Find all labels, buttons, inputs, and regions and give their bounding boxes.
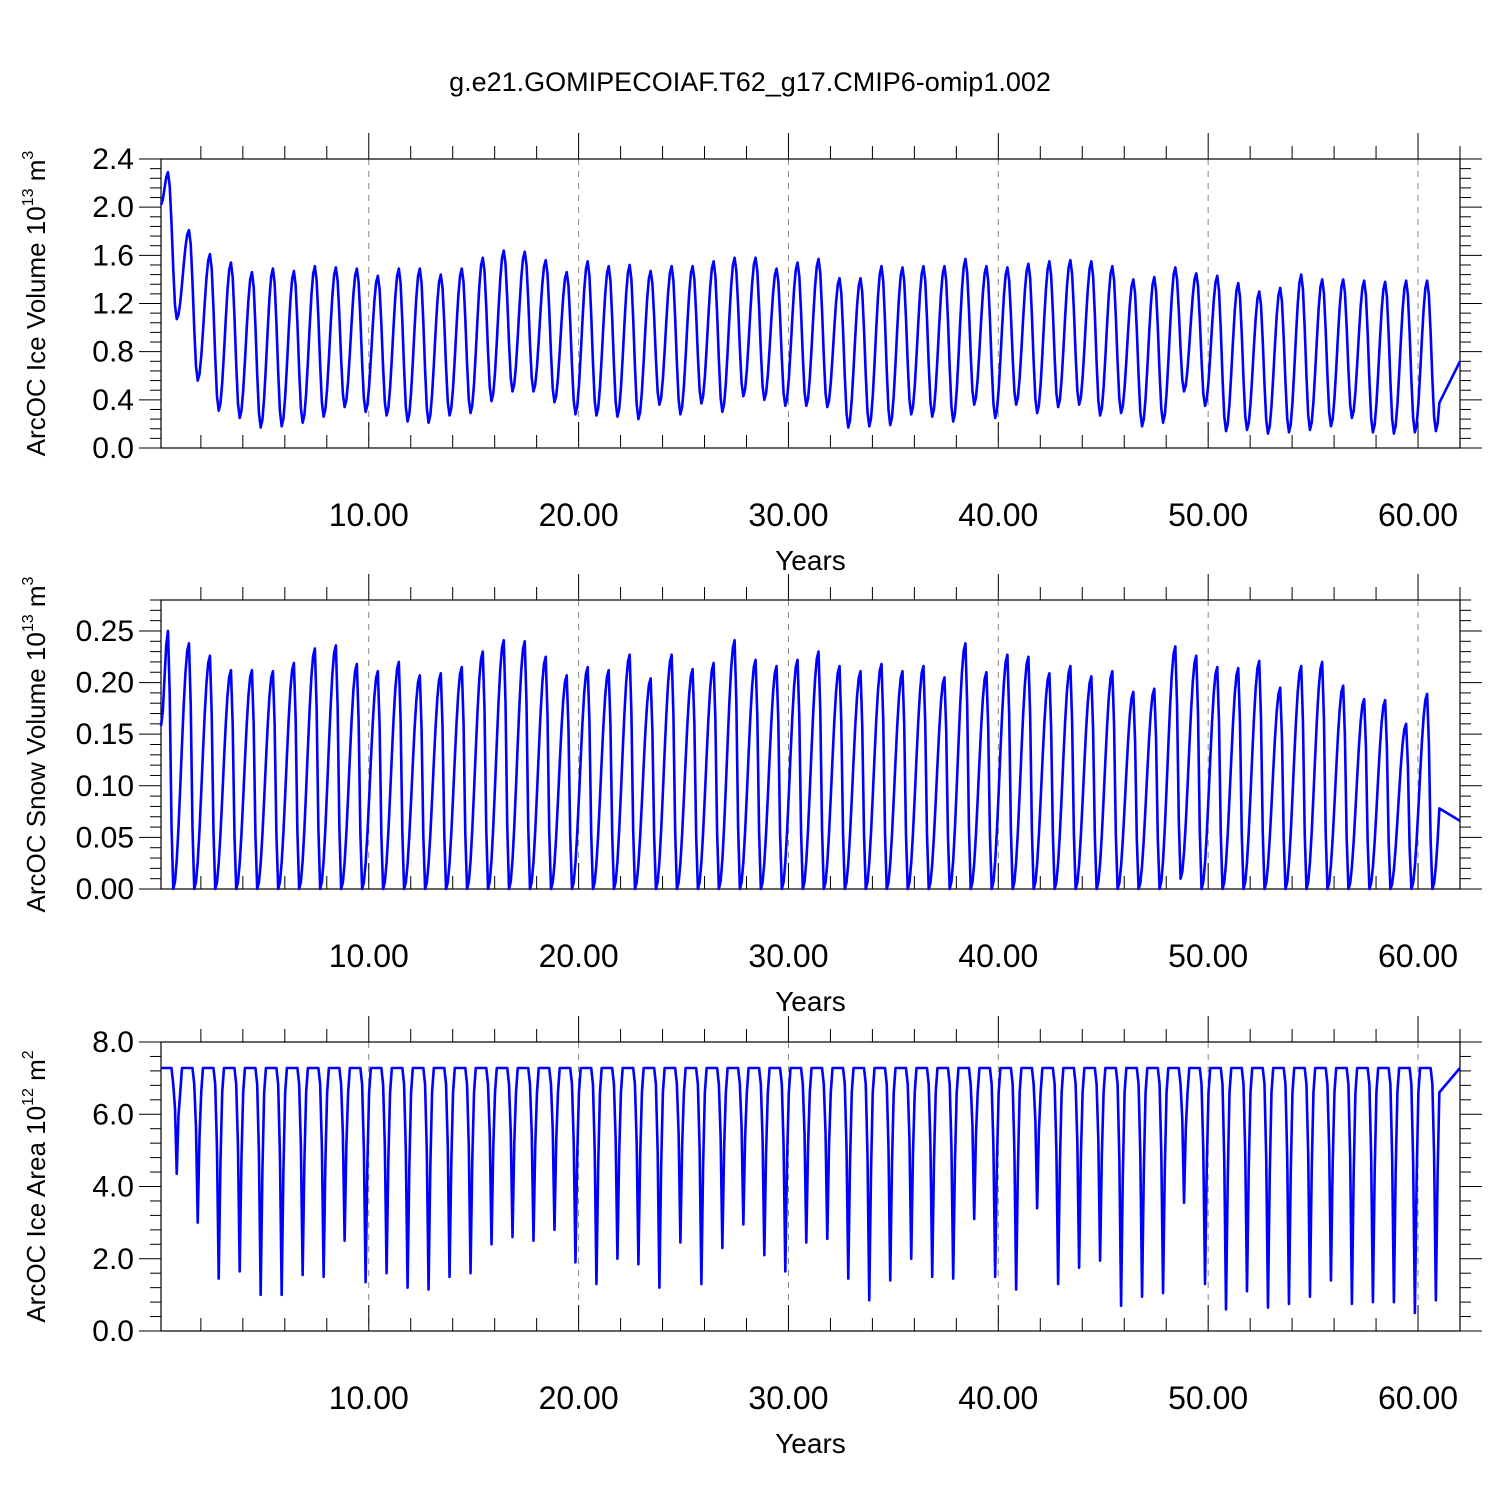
x-tick-label: 30.00 [748, 938, 828, 974]
x-tick-label: 10.00 [329, 1380, 409, 1416]
y-axis-label-superscript: 13 [20, 614, 37, 632]
y-axis-label-superscript: 3 [20, 576, 37, 585]
x-tick-label: 40.00 [958, 938, 1038, 974]
y-tick-label: 6.0 [92, 1098, 134, 1131]
panel-2: 0.00 0.05 0.10 0.15 0.20 0.25 10.00 20.00 30.00 4… [20, 574, 1482, 1017]
y-axis-label-superscript: 3 [20, 151, 37, 160]
y-tick-label: 4.0 [92, 1171, 134, 1204]
x-tick-label: 60.00 [1378, 497, 1458, 533]
y-tick-label: 8.0 [92, 1026, 134, 1059]
y-axis-label-part: m [21, 585, 51, 614]
y-axis-label-part: ArcOC Ice Volume 10 [21, 206, 51, 456]
y-axis-label-superscript: 12 [20, 1088, 37, 1106]
x-tick-label: 50.00 [1168, 497, 1248, 533]
panel-1: 0.0 0.4 0.8 1.2 1.6 2.0 2.4 10.00 20.00 30.00 40.0… [20, 133, 1482, 576]
y-axis-label-superscript: 2 [20, 1050, 37, 1059]
y-axis-label: ArcOC Snow Volume 1013 m3 [20, 576, 51, 912]
y-axis-label: ArcOC Ice Volume 1013 m3 [20, 151, 51, 457]
x-axis-label: Years [775, 986, 846, 1017]
y-axis-label-part: m [21, 1059, 51, 1088]
y-tick-label: 0.15 [76, 718, 134, 751]
y-tick-label: 2.4 [92, 143, 134, 176]
x-tick-label: 60.00 [1378, 1380, 1458, 1416]
y-axis-label-part: m [21, 160, 51, 189]
series-line [161, 1066, 1461, 1315]
y-tick-label: 2.0 [92, 1243, 134, 1276]
y-tick-label: 0.8 [92, 336, 134, 369]
y-tick-label: 1.2 [92, 288, 134, 321]
x-tick-label: 60.00 [1378, 938, 1458, 974]
y-tick-label: 2.0 [92, 191, 134, 224]
y-tick-label: 0.0 [92, 432, 134, 465]
plot-frame [160, 158, 1461, 449]
y-tick-label: 1.6 [92, 239, 134, 272]
y-axis-label: ArcOC Ice Area 1012 m2 [20, 1050, 51, 1322]
x-axis-label: Years [775, 545, 846, 576]
y-tick-label: 0.20 [76, 667, 134, 700]
y-tick-label: 0.05 [76, 821, 134, 854]
y-tick-label: 0.25 [76, 615, 134, 648]
y-tick-label: 0.10 [76, 770, 134, 803]
x-tick-label: 20.00 [539, 1380, 619, 1416]
y-axis-label-part: ArcOC Snow Volume 10 [21, 632, 51, 912]
x-tick-label: 50.00 [1168, 938, 1248, 974]
x-axis-label: Years [775, 1428, 846, 1459]
plot-frame [160, 599, 1461, 890]
x-tick-label: 30.00 [748, 497, 828, 533]
y-tick-label: 0.00 [76, 873, 134, 906]
x-tick-label: 40.00 [958, 497, 1038, 533]
series-line [159, 629, 1461, 891]
x-tick-label: 10.00 [329, 938, 409, 974]
x-tick-label: 50.00 [1168, 1380, 1248, 1416]
y-tick-label: 0.4 [92, 384, 134, 417]
chart-title: g.e21.GOMIPECOIAF.T62_g17.CMIP6-omip1.00… [449, 67, 1051, 97]
panel-3: 0.0 2.0 4.0 6.0 8.0 10.00 20.00 30.00 40.00 50.00… [20, 1016, 1482, 1459]
x-tick-label: 30.00 [748, 1380, 828, 1416]
x-tick-label: 40.00 [958, 1380, 1038, 1416]
x-tick-label: 20.00 [539, 497, 619, 533]
x-tick-label: 20.00 [539, 938, 619, 974]
y-axis-label-part: ArcOC Ice Area 10 [21, 1106, 51, 1323]
y-tick-label: 0.0 [92, 1315, 134, 1348]
series-line [159, 170, 1462, 435]
y-axis-label-superscript: 13 [20, 188, 37, 206]
x-tick-label: 10.00 [329, 497, 409, 533]
plot-frame [160, 1041, 1461, 1332]
